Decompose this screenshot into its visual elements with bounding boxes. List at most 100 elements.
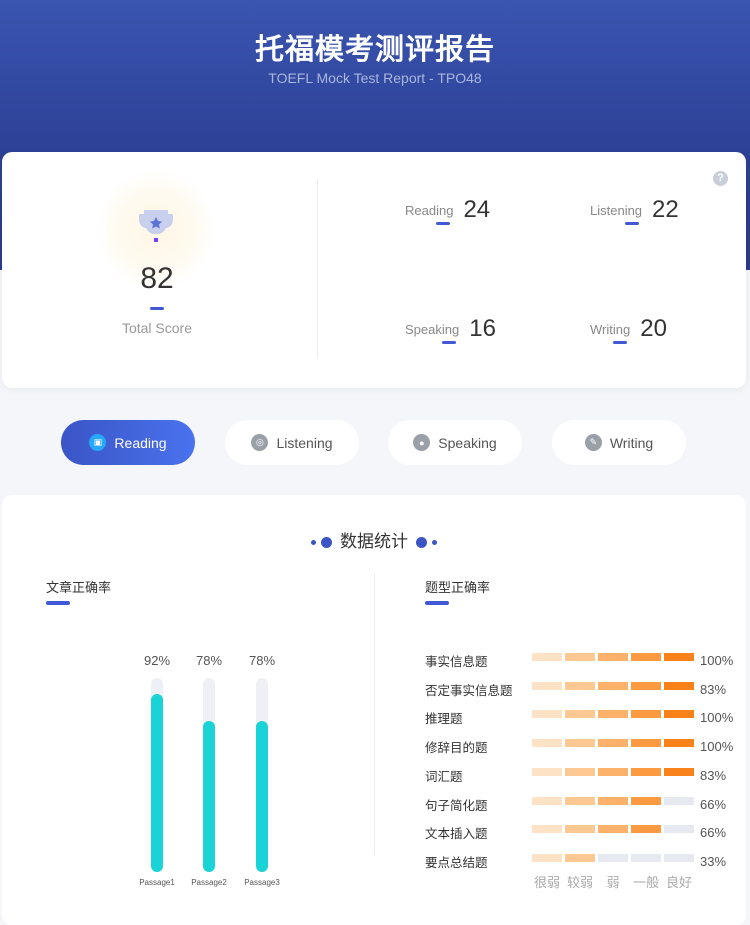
level-segment [598, 710, 628, 719]
pen-icon: ✎ [584, 434, 602, 451]
section-value: 24 [463, 196, 491, 223]
row-percent: 33% [700, 853, 727, 869]
bar-value-label: 92% [143, 653, 171, 668]
headphones-icon: ◎ [251, 434, 269, 451]
level-segment [565, 767, 595, 776]
stats-heading: 数据统计 [2, 527, 746, 552]
level-segment [598, 853, 628, 862]
level-segment [631, 653, 661, 661]
bar-track [203, 678, 215, 872]
section-label: Speaking [405, 321, 460, 337]
level-segment [598, 767, 628, 776]
row-percent: 100% [700, 710, 734, 726]
level-segment [532, 681, 562, 690]
tab-label: Writing [609, 434, 654, 451]
row-percent: 83% [700, 767, 727, 783]
bar [151, 693, 163, 872]
level-segment [532, 825, 562, 834]
row-label: 要点总结题 [425, 854, 488, 870]
bar [203, 720, 215, 872]
level-segment [664, 681, 694, 690]
score-card: ? 82 Total Score Reading 24 Listening 22… [2, 152, 746, 388]
row-label: 推理题 [425, 711, 463, 727]
row-percent: 66% [700, 796, 727, 812]
tab-label: Reading [114, 434, 167, 451]
level-segment [664, 653, 694, 661]
section-label: Writing [590, 321, 631, 337]
row-label: 修辞目的题 [425, 740, 488, 756]
tab-label: Speaking [438, 434, 497, 451]
bar-value-label: 78% [195, 653, 223, 668]
level-legend-label: 一般 [632, 876, 659, 891]
section-label: Listening [590, 202, 643, 218]
microphone-icon: ● [413, 434, 431, 451]
level-segment [664, 710, 694, 719]
level-segment [598, 653, 628, 661]
tab-reading[interactable]: ▣ Reading [61, 420, 195, 465]
level-segment [664, 739, 694, 748]
passage-accuracy-title: 文章正确率 [46, 581, 112, 596]
level-segment [631, 796, 661, 805]
section-score-reading: Reading 24 [405, 196, 491, 225]
level-segment [565, 796, 595, 805]
bar-category-label: Passage2 [191, 878, 227, 887]
bar [256, 720, 268, 872]
level-segment [532, 796, 562, 805]
row-percent: 83% [700, 681, 727, 697]
level-segment [532, 739, 562, 748]
accent-dash [150, 307, 164, 310]
row-label: 否定事实信息题 [425, 682, 513, 698]
section-score-writing: Writing 20 [590, 315, 667, 344]
tab-label: Listening [276, 434, 333, 451]
level-segment [598, 681, 628, 690]
bar-track [151, 678, 163, 872]
level-segment [631, 710, 661, 719]
level-segment [664, 767, 694, 776]
section-score-listening: Listening 22 [590, 196, 679, 225]
total-score-label: Total Score [121, 320, 193, 336]
level-segment [565, 853, 595, 862]
tab-listening[interactable]: ◎ Listening [225, 420, 359, 465]
level-segment [631, 739, 661, 748]
divider [374, 573, 375, 855]
bar-value-label: 78% [248, 653, 276, 668]
question-circle-icon[interactable]: ? [713, 171, 728, 186]
level-legend-label: 良好 [665, 876, 692, 891]
level-segment [565, 739, 595, 748]
trophy-glow [96, 170, 216, 290]
level-segment [565, 710, 595, 719]
level-segment [664, 853, 694, 862]
row-label: 词汇题 [425, 768, 463, 784]
section-label: Reading [405, 202, 454, 218]
level-segment [532, 710, 562, 719]
level-segment [532, 767, 562, 776]
trophy-icon [139, 210, 173, 242]
bar-category-label: Passage1 [139, 878, 175, 887]
level-segment [565, 653, 595, 661]
divider [317, 180, 318, 358]
level-segment [664, 796, 694, 805]
row-percent: 100% [700, 653, 734, 668]
bar-category-label: Passage3 [244, 878, 280, 887]
row-label: 事实信息题 [425, 654, 488, 669]
row-percent: 100% [700, 739, 734, 755]
row-label: 句子简化题 [425, 797, 488, 813]
level-legend-label: 弱 [606, 876, 620, 891]
section-value: 22 [652, 196, 679, 223]
level-segment [532, 853, 562, 862]
level-segment [565, 681, 595, 690]
tab-writing[interactable]: ✎ Writing [552, 420, 686, 465]
bar-track [256, 678, 268, 872]
total-score: 82 [140, 262, 174, 295]
level-segment [598, 825, 628, 834]
type-accuracy-title: 题型正确率 [425, 581, 491, 596]
level-segment [631, 825, 661, 834]
level-segment [532, 653, 562, 661]
section-value: 20 [640, 315, 667, 342]
page-subtitle: TOEFL Mock Test Report - TPO48 [268, 70, 482, 86]
tab-speaking[interactable]: ● Speaking [388, 420, 522, 465]
level-segment [631, 853, 661, 862]
book-icon: ▣ [89, 434, 107, 451]
row-percent: 66% [700, 825, 727, 841]
level-segment [631, 681, 661, 690]
